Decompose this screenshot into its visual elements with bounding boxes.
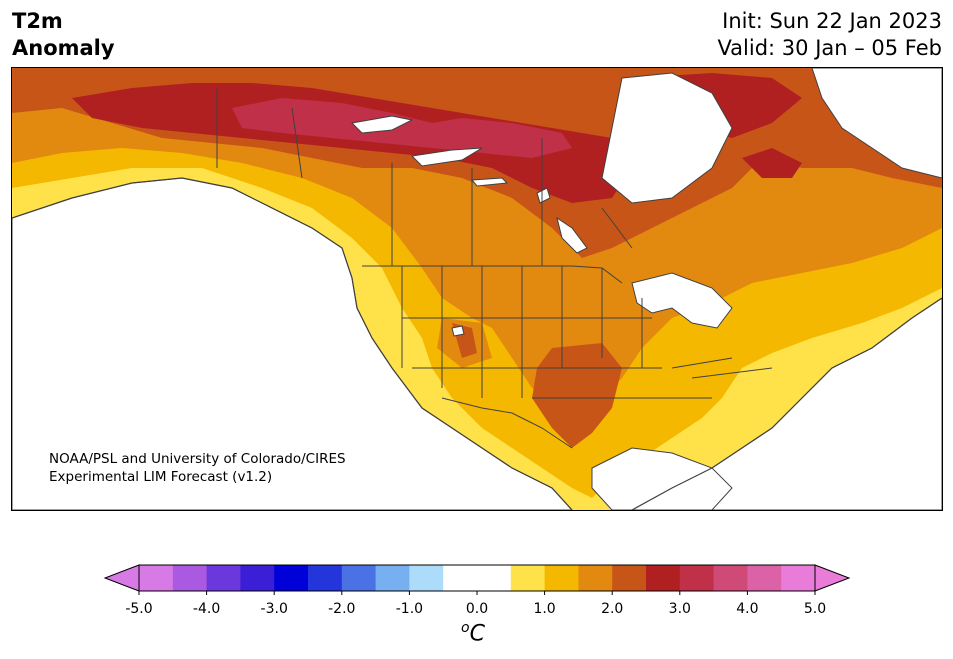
colorbar-cells — [103, 564, 851, 592]
colorbar-cell — [308, 565, 343, 591]
map-canvas — [12, 68, 942, 510]
forecast-dates: Init: Sun 22 Jan 2023 Valid: 30 Jan – 05… — [717, 8, 942, 62]
reindeer-lake — [536, 187, 551, 204]
colorbar-cell — [172, 565, 208, 591]
unit-degree: o — [461, 620, 470, 636]
colorbar-cell — [544, 565, 579, 591]
colorbar-cell — [612, 565, 647, 591]
great-lakes — [631, 272, 733, 329]
colorbar-tick-label: -4.0 — [193, 601, 220, 617]
colorbar-tick-label: 2.0 — [601, 601, 623, 617]
title-anomaly: Anomaly — [12, 36, 115, 60]
labrador-sea — [811, 68, 942, 179]
colorbar-cell — [713, 565, 748, 591]
colorbar-tick-label: 0.0 — [466, 601, 488, 617]
credit-line-1: NOAA/PSL and University of Colorado/CIRE… — [49, 451, 346, 467]
valid-dates: Valid: 30 Jan – 05 Feb — [717, 36, 942, 60]
coastline — [12, 177, 942, 510]
canada-us-border — [362, 265, 623, 284]
data-credit: NOAA/PSL and University of Colorado/CIRE… — [49, 450, 346, 486]
colorbar-cell — [510, 565, 546, 591]
colorbar-cell — [747, 565, 782, 591]
colorbar-tick-label: 1.0 — [533, 601, 555, 617]
colorbar-cell — [443, 565, 512, 591]
anomaly-band-3p0 — [232, 98, 572, 158]
mexico-border — [441, 397, 573, 449]
political-borders — [216, 88, 773, 449]
state-lines — [401, 266, 773, 399]
great-slave-lake — [410, 147, 483, 167]
unit-celsius: C — [469, 621, 485, 647]
credit-line-2: Experimental LIM Forecast (v1.2) — [49, 469, 273, 485]
colorbar-cell — [409, 565, 444, 591]
province-lines — [291, 107, 633, 266]
colorbar-tick-label: -5.0 — [125, 601, 152, 617]
colorbar-cell — [375, 565, 410, 591]
colorbar-tick-label: 3.0 — [669, 601, 691, 617]
colorbar-cell — [240, 565, 275, 591]
colorbar-under-arrow — [103, 564, 140, 592]
colorbar-cell — [679, 565, 715, 591]
colorbar: -5.0 -4.0 -3.0 -2.0 -1.0 0.0 1.0 2.0 3.0 4.0 5.0 — [103, 564, 851, 617]
colorbar-tick-label: -3.0 — [261, 601, 288, 617]
colorbar-cell — [139, 565, 174, 591]
colorbar-cell — [206, 565, 241, 591]
gulf-of-mexico — [591, 447, 733, 510]
colorbar-ticks: -5.0 -4.0 -3.0 -2.0 -1.0 0.0 1.0 2.0 3.0 4.0 5.0 — [125, 591, 826, 617]
title-variable: T2m — [12, 9, 63, 33]
colorbar-tick-label: -2.0 — [328, 601, 355, 617]
chart-title: T2m Anomaly — [12, 8, 115, 62]
lake-athabasca — [470, 177, 509, 187]
hudson-bay — [601, 72, 733, 204]
colorbar-cell — [341, 565, 377, 591]
colorbar-tick-label: 4.0 — [736, 601, 758, 617]
colorbar-tick-label: -1.0 — [396, 601, 423, 617]
colorbar-over-arrow — [814, 564, 851, 592]
colorbar-cell — [578, 565, 613, 591]
unit-label: oC — [461, 620, 485, 646]
lake-winnipeg — [556, 216, 588, 254]
init-date: Init: Sun 22 Jan 2023 — [722, 9, 942, 33]
colorbar-cell — [781, 565, 816, 591]
colorbar-tick-label: 5.0 — [804, 601, 826, 617]
great-salt-lake — [451, 325, 465, 337]
colorbar-cell — [646, 565, 681, 591]
colorbar-cell — [274, 565, 309, 591]
anomaly-map: NOAA/PSL and University of Colorado/CIRE… — [11, 67, 943, 511]
great-bear-lake — [350, 115, 414, 134]
